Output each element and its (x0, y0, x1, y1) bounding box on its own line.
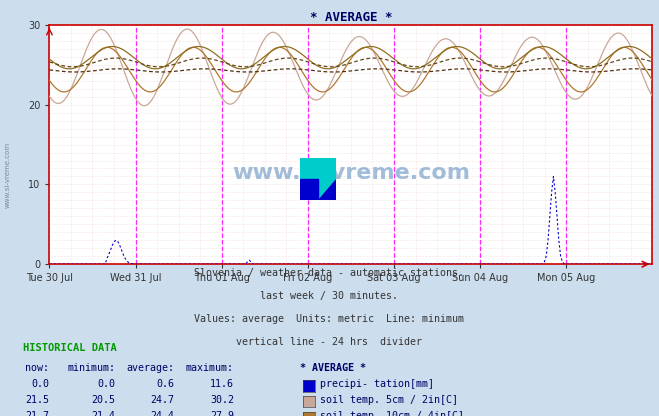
Text: last week / 30 minutes.: last week / 30 minutes. (260, 291, 399, 301)
Text: 27.9: 27.9 (210, 411, 234, 416)
Text: 0.0: 0.0 (32, 379, 49, 389)
Text: 24.7: 24.7 (151, 395, 175, 405)
Text: www.si-vreme.com: www.si-vreme.com (232, 163, 470, 183)
Text: www.si-vreme.com: www.si-vreme.com (5, 142, 11, 208)
Text: 21.4: 21.4 (92, 411, 115, 416)
Text: 0.6: 0.6 (157, 379, 175, 389)
Text: 24.4: 24.4 (151, 411, 175, 416)
Text: 21.7: 21.7 (26, 411, 49, 416)
Text: average:: average: (127, 363, 175, 373)
Text: 11.6: 11.6 (210, 379, 234, 389)
Text: now:: now: (26, 363, 49, 373)
Text: vertical line - 24 hrs  divider: vertical line - 24 hrs divider (237, 337, 422, 347)
Text: soil temp. 5cm / 2in[C]: soil temp. 5cm / 2in[C] (320, 395, 458, 405)
Text: 21.5: 21.5 (26, 395, 49, 405)
Text: maximum:: maximum: (186, 363, 234, 373)
Text: 30.2: 30.2 (210, 395, 234, 405)
Title: * AVERAGE *: * AVERAGE * (310, 11, 392, 24)
Text: 0.0: 0.0 (98, 379, 115, 389)
Bar (300, 179, 318, 200)
Polygon shape (318, 179, 336, 200)
Text: soil temp. 10cm / 4in[C]: soil temp. 10cm / 4in[C] (320, 411, 465, 416)
Text: * AVERAGE *: * AVERAGE * (300, 363, 366, 373)
Text: precipi- tation[mm]: precipi- tation[mm] (320, 379, 434, 389)
Text: Values: average  Units: metric  Line: minimum: Values: average Units: metric Line: mini… (194, 314, 465, 324)
Text: HISTORICAL DATA: HISTORICAL DATA (23, 343, 117, 353)
Text: 20.5: 20.5 (92, 395, 115, 405)
Polygon shape (300, 158, 336, 200)
Text: minimum:: minimum: (67, 363, 115, 373)
Text: Slovenia / weather data - automatic stations.: Slovenia / weather data - automatic stat… (194, 268, 465, 278)
